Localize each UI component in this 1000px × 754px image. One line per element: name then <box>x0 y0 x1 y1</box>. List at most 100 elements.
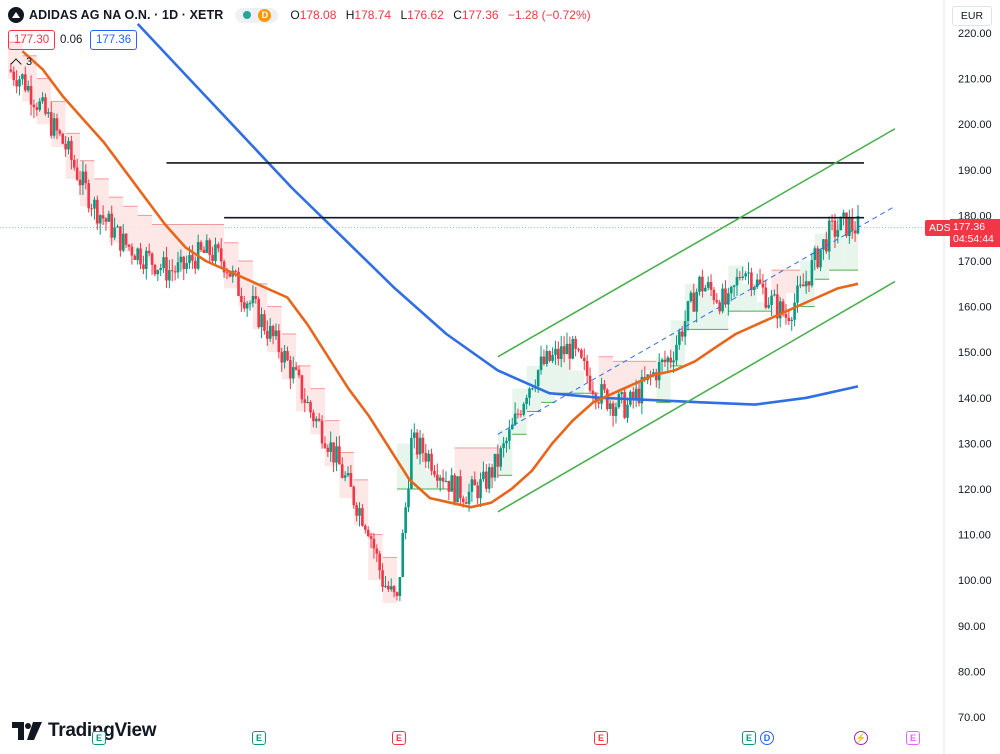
candle-body <box>793 302 796 320</box>
candle-body <box>461 498 465 503</box>
candle-body <box>784 314 788 318</box>
candle-body <box>680 331 684 337</box>
candle-body <box>502 443 505 449</box>
candle-body <box>655 372 658 381</box>
candle-body <box>724 288 727 305</box>
earnings-event-icon[interactable]: E <box>392 731 406 745</box>
market-open-icon <box>243 11 252 19</box>
candle-body <box>738 277 742 279</box>
split-event-icon[interactable]: ⚡ <box>854 731 868 745</box>
candle-body <box>652 372 655 376</box>
candle-body <box>856 215 860 234</box>
candle-body <box>251 296 255 304</box>
spread-value: 0.06 <box>60 34 83 46</box>
candle-body <box>87 183 90 209</box>
y-tick-label: 160.00 <box>958 302 992 314</box>
candle-body <box>597 402 600 404</box>
earnings-event-icon[interactable]: E <box>742 731 756 745</box>
candle-body <box>139 248 142 265</box>
candle-body <box>12 71 16 81</box>
candle-body <box>755 279 759 287</box>
y-tick-label: 200.00 <box>958 119 992 131</box>
sell-price-button[interactable]: 177.30 <box>8 30 56 50</box>
candle-body <box>228 273 232 277</box>
candle-body <box>294 367 298 370</box>
candle-body <box>384 585 387 587</box>
candle-body <box>173 271 177 273</box>
candle-body <box>320 420 324 444</box>
candle-body <box>683 321 687 337</box>
candle-body <box>559 346 563 359</box>
stop-band-segment <box>469 447 484 485</box>
y-tick-label: 110.00 <box>958 530 991 542</box>
candle-body <box>306 401 309 403</box>
candle-body <box>90 208 93 210</box>
candle-body <box>548 351 551 361</box>
low-value: 176.62 <box>407 8 444 22</box>
candle-body <box>133 255 137 260</box>
symbol-price-tag: ADS <box>925 220 955 236</box>
candle-body <box>669 357 673 363</box>
candle-body <box>26 86 30 91</box>
candle-body <box>801 284 805 287</box>
candle-body <box>476 485 479 499</box>
dividend-event-icon[interactable]: D <box>760 731 774 745</box>
candle-body <box>678 331 681 345</box>
candle-body <box>453 475 456 503</box>
candle-body <box>732 285 736 288</box>
candle-body <box>741 276 745 278</box>
status-badges[interactable]: D <box>235 7 279 23</box>
earnings-event-icon[interactable]: E <box>92 731 106 745</box>
candle-body <box>695 291 698 312</box>
candle-body <box>482 471 485 480</box>
candle-body <box>813 248 817 260</box>
candle-body <box>496 453 500 467</box>
candle-body <box>744 273 747 277</box>
last-price-value: 177.36 <box>953 221 986 233</box>
candle-body <box>845 212 848 236</box>
candle-body <box>513 413 517 425</box>
candle-body <box>366 529 370 537</box>
stop-band-segment <box>569 370 585 394</box>
candle-body <box>473 479 477 486</box>
candle-body <box>38 101 41 110</box>
earnings-event-icon[interactable]: E <box>252 731 266 745</box>
channel-lower-line <box>497 280 896 513</box>
candle-body <box>565 343 569 355</box>
candle-body <box>153 264 157 275</box>
symbol-title[interactable]: ADIDAS AG NA O.N. · 1D · XETR <box>29 8 224 22</box>
candle-body <box>263 314 266 331</box>
candle-body <box>712 289 716 301</box>
tradingview-logo[interactable]: TradingView <box>12 720 157 742</box>
candle-body <box>222 261 226 273</box>
y-tick-label: 220.00 <box>958 28 992 40</box>
open-label: O <box>290 8 300 22</box>
candle-body <box>853 230 857 234</box>
candle-body <box>464 502 468 504</box>
stop-band-segment <box>396 443 412 489</box>
earnings-event-icon[interactable]: E <box>906 731 920 745</box>
candle-body <box>165 257 168 281</box>
stop-band-segment <box>180 224 196 257</box>
candle-body <box>447 480 451 492</box>
earnings-event-icon[interactable]: E <box>594 731 608 745</box>
indicators-toggle[interactable]: 3 <box>8 56 32 70</box>
candle-body <box>268 326 272 339</box>
symbol-logo-icon <box>8 7 24 23</box>
candle-body <box>389 586 393 590</box>
candle-body <box>70 140 73 160</box>
candle-body <box>842 212 845 217</box>
tradingview-logo-icon <box>12 722 42 740</box>
candle-body <box>415 432 419 455</box>
candle-body <box>392 586 396 593</box>
candle-body <box>254 296 258 299</box>
currency-button[interactable]: EUR <box>952 6 992 26</box>
candle-body <box>280 352 284 363</box>
buy-price-button[interactable]: 177.36 <box>90 30 138 50</box>
candle-body <box>551 354 554 361</box>
candle-body <box>626 404 629 418</box>
candle-body <box>176 262 180 273</box>
candle-body <box>49 112 53 136</box>
